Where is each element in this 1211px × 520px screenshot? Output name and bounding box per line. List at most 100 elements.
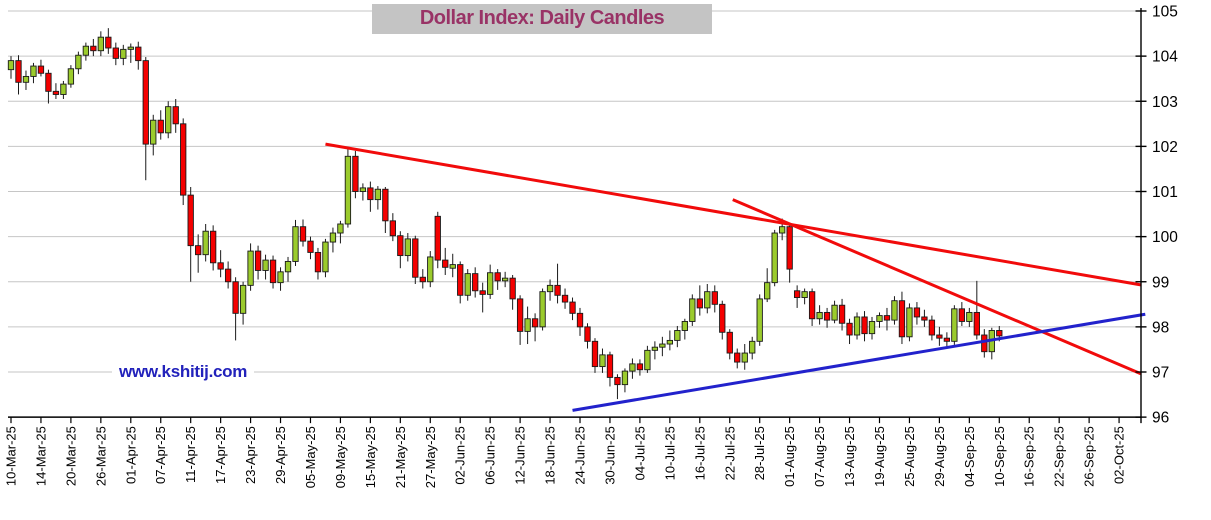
candle xyxy=(793,285,801,308)
candle xyxy=(472,267,479,298)
candle xyxy=(539,288,546,331)
candle xyxy=(157,110,164,140)
candle xyxy=(254,245,262,280)
candle xyxy=(374,186,382,210)
candle xyxy=(487,264,494,299)
x-tick-labels: 10-Mar-25 14-Mar-25 20-Mar-25 26-Mar-25 01-A… xyxy=(4,417,1127,488)
candle xyxy=(546,279,554,301)
svg-text:23-Apr-25: 23-Apr-25 xyxy=(243,426,258,484)
candle xyxy=(838,298,846,331)
svg-text:01-Aug-25: 01-Aug-25 xyxy=(782,426,797,487)
svg-text:07-Apr-25: 07-Apr-25 xyxy=(153,426,168,484)
upper-falling-resistance xyxy=(325,142,1142,287)
candle xyxy=(823,307,831,328)
svg-text:98: 98 xyxy=(1152,319,1169,336)
candle xyxy=(614,374,621,400)
svg-text:28-Jul-25: 28-Jul-25 xyxy=(752,426,767,480)
candle xyxy=(599,348,606,373)
candle xyxy=(120,44,127,66)
candle xyxy=(726,329,733,360)
candle xyxy=(127,43,134,63)
svg-text:04-Sep-25: 04-Sep-25 xyxy=(962,426,977,487)
candle xyxy=(584,323,591,349)
svg-text:25-Aug-25: 25-Aug-25 xyxy=(902,426,917,487)
svg-text:14-Mar-25: 14-Mar-25 xyxy=(33,426,48,486)
candles-group xyxy=(7,28,1003,400)
candle xyxy=(277,267,284,291)
svg-text:29-Apr-25: 29-Apr-25 xyxy=(273,426,288,484)
candle xyxy=(209,225,217,271)
candle xyxy=(891,296,898,325)
candle xyxy=(636,359,644,376)
svg-text:21-May-25: 21-May-25 xyxy=(393,426,408,488)
candle xyxy=(82,42,90,61)
candle xyxy=(427,251,434,288)
candle xyxy=(7,56,15,79)
svg-text:20-Mar-25: 20-Mar-25 xyxy=(63,426,78,486)
svg-text:10-Mar-25: 10-Mar-25 xyxy=(4,426,19,486)
candle xyxy=(921,309,928,327)
candle xyxy=(958,302,965,326)
candle xyxy=(651,341,659,360)
candle xyxy=(928,315,936,341)
svg-text:22-Sep-25: 22-Sep-25 xyxy=(1052,426,1067,487)
candle xyxy=(434,211,441,269)
candle xyxy=(224,261,232,289)
candle xyxy=(973,280,980,340)
candle xyxy=(352,150,359,199)
candle xyxy=(52,83,60,99)
candle xyxy=(771,229,778,287)
candle xyxy=(30,62,37,84)
svg-text:02-Oct-25: 02-Oct-25 xyxy=(1112,426,1127,484)
candle xyxy=(187,186,194,282)
candle xyxy=(988,327,995,360)
candle xyxy=(112,42,119,66)
candle xyxy=(135,41,142,70)
candle xyxy=(621,368,629,393)
candle xyxy=(936,326,943,346)
candle xyxy=(37,59,45,77)
svg-text:10-Sep-25: 10-Sep-25 xyxy=(992,426,1007,487)
candle xyxy=(734,348,741,369)
svg-text:12-Jun-25: 12-Jun-25 xyxy=(513,426,528,485)
candle xyxy=(165,101,172,139)
candle xyxy=(389,213,396,242)
candle xyxy=(741,344,748,370)
candle xyxy=(591,338,599,373)
candle xyxy=(516,295,524,345)
svg-text:16-Sep-25: 16-Sep-25 xyxy=(1022,426,1037,487)
candle xyxy=(756,294,763,346)
candle xyxy=(412,235,419,285)
svg-text:26-Sep-25: 26-Sep-25 xyxy=(1082,426,1097,487)
svg-text:103: 103 xyxy=(1152,94,1178,111)
candle xyxy=(299,219,307,247)
svg-text:17-Apr-25: 17-Apr-25 xyxy=(213,426,228,484)
candle xyxy=(764,268,771,303)
svg-text:18-Jun-25: 18-Jun-25 xyxy=(543,426,558,485)
svg-text:19-Aug-25: 19-Aug-25 xyxy=(872,426,887,487)
candle xyxy=(217,250,224,278)
candle xyxy=(232,277,239,341)
candle xyxy=(898,291,906,345)
candle xyxy=(180,118,187,206)
candle xyxy=(943,332,951,348)
candle xyxy=(479,282,486,313)
svg-text:10-Jul-25: 10-Jul-25 xyxy=(662,426,677,480)
candle xyxy=(531,313,539,342)
svg-text:97: 97 xyxy=(1152,365,1169,382)
candle xyxy=(711,285,718,313)
candle xyxy=(90,38,97,57)
candle xyxy=(337,220,344,244)
candle xyxy=(689,294,696,326)
candle xyxy=(262,254,269,280)
candle xyxy=(816,305,823,325)
candle xyxy=(801,288,808,305)
svg-text:05-May-25: 05-May-25 xyxy=(303,426,318,488)
candle xyxy=(524,306,531,345)
candle xyxy=(344,147,352,228)
svg-text:07-Aug-25: 07-Aug-25 xyxy=(812,426,827,487)
candle xyxy=(329,227,337,253)
svg-text:104: 104 xyxy=(1152,49,1178,66)
steep-falling-resistance xyxy=(732,198,1142,376)
candle xyxy=(105,28,112,54)
